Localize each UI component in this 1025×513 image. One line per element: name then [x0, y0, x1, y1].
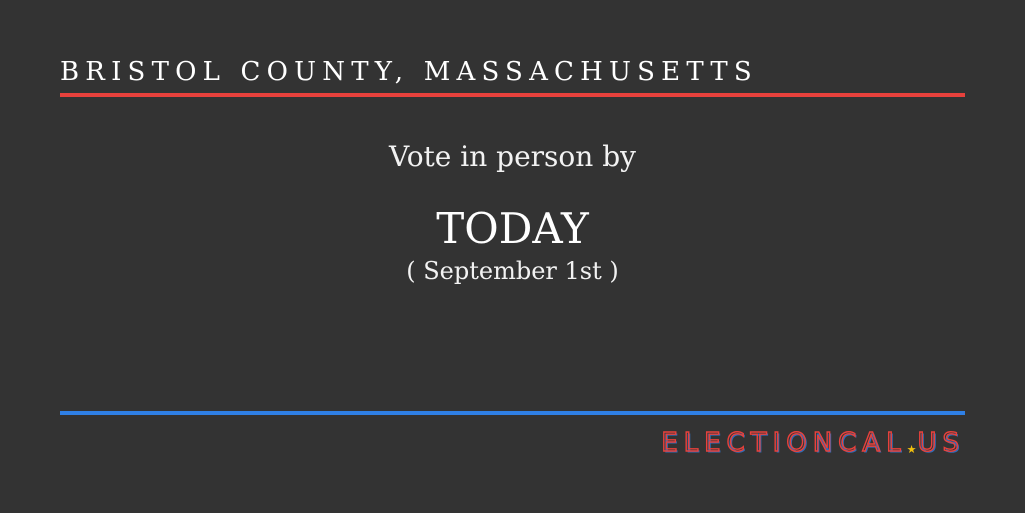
top-divider-red — [60, 93, 965, 97]
brand-logo: ELECTIONCAL★US — [660, 427, 965, 458]
deadline-date: ( September 1st ) — [406, 257, 619, 285]
star-icon: ★ — [906, 443, 918, 456]
bottom-divider-blue — [60, 411, 965, 415]
brand-suffix: US — [917, 427, 965, 458]
vote-lead-text: Vote in person by — [389, 140, 636, 173]
brand-prefix: ELECTIONCAL — [660, 427, 907, 458]
county-title: BRISTOL COUNTY, MASSACHUSETTS — [60, 57, 758, 87]
deadline-text: TODAY — [436, 204, 589, 253]
